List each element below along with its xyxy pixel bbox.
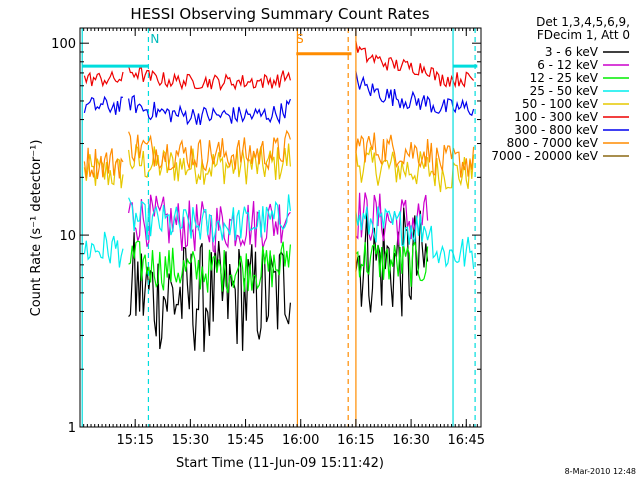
series-line bbox=[128, 194, 291, 243]
legend-entry-label: 6 - 12 keV bbox=[537, 58, 599, 72]
legend-header-line-1: Det 1,3,4,5,6,9, bbox=[536, 15, 630, 29]
series-line bbox=[355, 146, 475, 193]
y-tick-label: 100 bbox=[51, 37, 76, 52]
chart-title: HESSI Observing Summary Count Rates bbox=[130, 5, 429, 23]
legend-entry-label: 800 - 7000 keV bbox=[507, 136, 599, 150]
series-line bbox=[128, 240, 291, 294]
y-axis-ticks: 1 10 100 bbox=[51, 37, 481, 436]
series-line bbox=[83, 231, 124, 268]
x-tick-label: 16:30 bbox=[392, 433, 429, 448]
series-line bbox=[128, 129, 291, 172]
date-stamp: 8-Mar-2010 12:48 bbox=[565, 467, 636, 476]
legend-entry-label: 50 - 100 keV bbox=[522, 97, 599, 111]
flag-label: N bbox=[150, 32, 159, 46]
series-line bbox=[355, 40, 475, 89]
flag-label: S bbox=[296, 32, 304, 46]
series-line bbox=[83, 147, 124, 180]
series-line bbox=[128, 65, 291, 92]
x-axis-ticks: 15:15 15:30 15:45 16:00 16:15 16:30 16:45 bbox=[83, 28, 485, 448]
plot-data-layer bbox=[83, 40, 475, 352]
legend-entry-label: 12 - 25 keV bbox=[530, 71, 599, 85]
series-line bbox=[128, 194, 291, 254]
series-line bbox=[128, 94, 291, 126]
x-tick-label: 16:15 bbox=[337, 433, 374, 448]
x-tick-label: 15:45 bbox=[227, 433, 264, 448]
plot-frame bbox=[79, 27, 482, 428]
x-axis-label: Start Time (11-Jun-09 15:11:42) bbox=[176, 456, 384, 471]
x-tick-label: 15:30 bbox=[172, 433, 209, 448]
legend-header-line-2: FDecim 1, Att 0 bbox=[537, 28, 630, 42]
series-line bbox=[355, 239, 429, 287]
series-line bbox=[355, 71, 475, 117]
y-tick-label: 10 bbox=[59, 229, 76, 244]
legend-entry-label: 300 - 800 keV bbox=[514, 123, 598, 137]
series-line bbox=[355, 132, 475, 178]
legend-entry-label: 25 - 50 keV bbox=[530, 84, 599, 98]
series-line bbox=[83, 95, 124, 115]
legend: Det 1,3,4,5,6,9, FDecim 1, Att 0 3 - 6 k… bbox=[491, 15, 630, 163]
series-line bbox=[355, 206, 475, 269]
x-tick-label: 16:00 bbox=[282, 433, 319, 448]
series-line bbox=[83, 70, 124, 88]
x-tick-label: 16:45 bbox=[448, 433, 485, 448]
y-tick-label: 1 bbox=[68, 421, 76, 436]
legend-entry-label: 7000 - 20000 keV bbox=[491, 149, 598, 163]
y-axis-label: Count Rate (s⁻¹ detector⁻¹) bbox=[29, 140, 44, 317]
observation-markers bbox=[81, 28, 478, 427]
x-tick-label: 15:15 bbox=[116, 433, 153, 448]
legend-entry-label: 100 - 300 keV bbox=[514, 110, 598, 124]
legend-entry-label: 3 - 6 keV bbox=[545, 45, 599, 59]
